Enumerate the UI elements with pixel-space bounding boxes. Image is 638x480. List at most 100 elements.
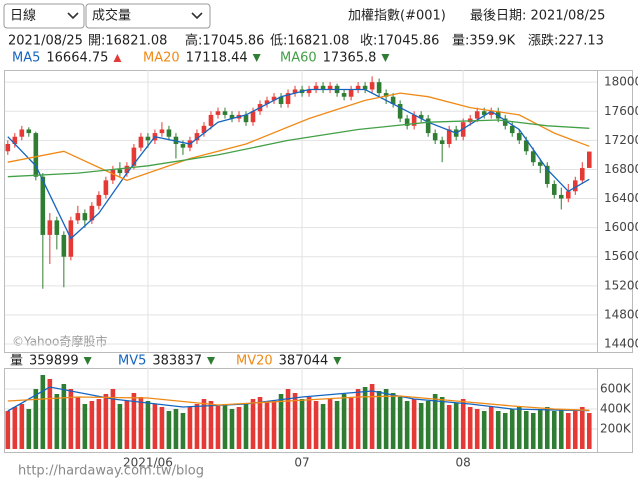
watermark: ©Yahoo奇摩股市 bbox=[12, 334, 107, 349]
volume-bar bbox=[306, 397, 312, 449]
volume-bar bbox=[208, 401, 214, 449]
down-arrow bbox=[207, 357, 216, 365]
volume-bar bbox=[110, 389, 116, 449]
volume-bar bbox=[327, 399, 333, 449]
y-tick-label: 16800 bbox=[604, 162, 638, 176]
volume-bar bbox=[250, 399, 256, 449]
price-panel bbox=[4, 70, 633, 353]
legend-name: 量 bbox=[10, 354, 23, 369]
candle-body bbox=[320, 85, 326, 90]
y-tick-label: 16000 bbox=[604, 220, 638, 234]
y-tick-label: 16400 bbox=[604, 191, 638, 205]
chevron[interactable] bbox=[191, 12, 203, 20]
volume-bar bbox=[383, 389, 389, 449]
candle-body bbox=[131, 147, 137, 166]
volume-bar bbox=[278, 394, 284, 449]
last-date: 最後日期: 2021/08/25 bbox=[470, 9, 605, 24]
volume-bar bbox=[222, 404, 228, 449]
volume-bar bbox=[495, 411, 501, 449]
plot-area bbox=[5, 367, 597, 449]
ma-line bbox=[7, 88, 590, 240]
candle-body bbox=[376, 82, 382, 94]
candle-body bbox=[474, 111, 480, 119]
volume-bar bbox=[369, 384, 375, 449]
volume-bar bbox=[362, 387, 368, 449]
candle-body bbox=[537, 162, 543, 166]
candle-body bbox=[117, 169, 123, 174]
down-arrow bbox=[333, 357, 342, 365]
info-field: 高:17045.86 bbox=[185, 33, 264, 49]
x-tick-label: 2021/06 bbox=[123, 456, 173, 470]
volume-bar bbox=[418, 403, 424, 449]
volume-bar bbox=[348, 397, 354, 449]
dropdown-box[interactable] bbox=[3, 3, 85, 29]
volume-bar bbox=[285, 389, 291, 449]
candle-body bbox=[124, 165, 130, 174]
candle-body bbox=[159, 129, 165, 134]
ma-line bbox=[7, 119, 590, 178]
candle-body bbox=[33, 133, 39, 177]
legend-name: MV5 bbox=[118, 354, 146, 369]
volume-bar bbox=[54, 394, 60, 449]
volume-bar bbox=[439, 397, 445, 449]
candle-body bbox=[215, 111, 221, 115]
chevron[interactable] bbox=[67, 12, 79, 20]
volume-bar bbox=[271, 401, 277, 449]
dropdown-label[interactable]: 日線 bbox=[10, 8, 36, 24]
y-tick-label: 600K bbox=[600, 382, 632, 396]
candle-body bbox=[432, 133, 438, 141]
candle-body bbox=[565, 191, 571, 199]
volume-bar bbox=[166, 411, 172, 449]
indicator-dropdown[interactable]: 成交量 bbox=[85, 3, 211, 29]
volume-bar bbox=[299, 399, 305, 449]
volume-bar bbox=[460, 399, 466, 449]
volume-bar bbox=[26, 409, 32, 449]
candle-body bbox=[194, 133, 200, 141]
volume-bar bbox=[19, 404, 25, 449]
volume-bar bbox=[523, 411, 529, 449]
volume-bar bbox=[236, 407, 242, 449]
down-arrow bbox=[381, 54, 390, 62]
volume-bar bbox=[159, 407, 165, 449]
candle-body bbox=[544, 165, 550, 184]
legend-name: MA5 bbox=[12, 51, 40, 66]
candle-body bbox=[26, 129, 32, 134]
volume-panel bbox=[4, 368, 633, 453]
volume-bar bbox=[397, 397, 403, 449]
candle-body bbox=[523, 140, 529, 152]
candle-body bbox=[96, 194, 102, 206]
candle-body bbox=[446, 129, 452, 144]
volume-bar bbox=[404, 401, 410, 449]
volume-bar bbox=[341, 394, 347, 449]
volume-bar bbox=[47, 379, 53, 449]
candle-body bbox=[138, 136, 144, 148]
info-field: 收:17045.86 bbox=[360, 34, 439, 49]
volume-bar bbox=[586, 413, 592, 449]
candle-body bbox=[495, 111, 501, 119]
volume-bar bbox=[264, 402, 270, 449]
ma-line bbox=[7, 386, 590, 412]
dropdown-box[interactable] bbox=[85, 3, 211, 29]
volume-bar bbox=[229, 409, 235, 449]
volume-bar bbox=[12, 407, 18, 449]
volume-bar bbox=[187, 407, 193, 449]
candle-body bbox=[341, 93, 347, 97]
volume-bar bbox=[173, 409, 179, 449]
candle-body bbox=[411, 114, 417, 126]
candle-body bbox=[586, 151, 592, 168]
volume-bar bbox=[530, 413, 536, 449]
volume-bar bbox=[565, 413, 571, 449]
footer-url: http://hardaway.com.tw/blog bbox=[18, 464, 204, 479]
candle-body bbox=[481, 111, 487, 115]
volume-bar bbox=[355, 389, 361, 449]
volume-bar bbox=[96, 399, 102, 449]
volume-bar bbox=[467, 407, 473, 449]
volume-bar bbox=[152, 404, 158, 449]
period-dropdown[interactable]: 日線 bbox=[3, 3, 85, 29]
candle-body bbox=[110, 169, 116, 181]
dropdown-label[interactable]: 成交量 bbox=[92, 8, 131, 24]
y-tick-label: 14800 bbox=[604, 307, 638, 321]
volume-bar bbox=[572, 411, 578, 449]
symbol: 加權指數(#001) bbox=[348, 9, 446, 24]
y-tick-label: 14400 bbox=[604, 337, 638, 351]
